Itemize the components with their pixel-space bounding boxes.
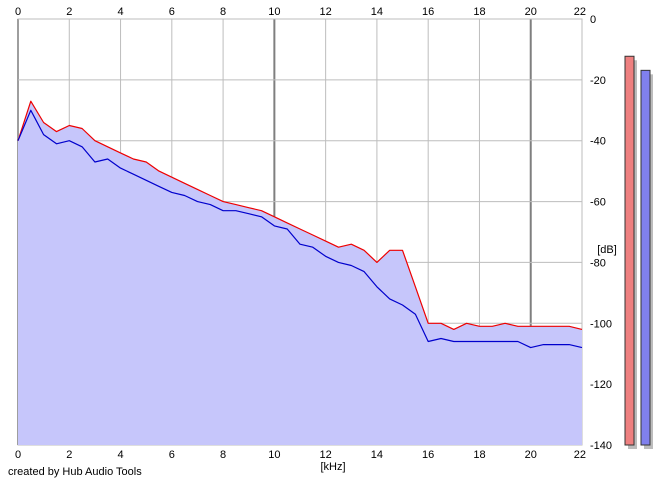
x-tick-label-top: 18 bbox=[473, 6, 485, 18]
spectrum-line bbox=[17, 100, 583, 330]
level-meter-right bbox=[640, 69, 651, 446]
y-tick-label: -120 bbox=[590, 379, 612, 391]
series-layer bbox=[17, 100, 583, 349]
y-tick-label: -40 bbox=[590, 136, 606, 148]
x-tick-label-bottom: 2 bbox=[66, 449, 72, 461]
x-tick-label-top: 2 bbox=[66, 6, 72, 18]
x-tick-label-top: 6 bbox=[169, 6, 175, 18]
spectrum-fill-layer bbox=[18, 101, 582, 446]
spectrum-line bbox=[17, 109, 583, 349]
spectrum-fill bbox=[18, 101, 582, 446]
level-meters bbox=[624, 55, 653, 449]
x-tick-label-bottom: 18 bbox=[473, 449, 485, 461]
x-tick-label-bottom: 0 bbox=[15, 449, 21, 461]
x-tick-label-bottom: 10 bbox=[268, 449, 280, 461]
level-meter-left bbox=[624, 55, 635, 446]
x-tick-label-top: 10 bbox=[268, 6, 280, 18]
x-tick-label-top: 12 bbox=[320, 6, 332, 18]
x-tick-label-top: 8 bbox=[220, 6, 226, 18]
y-axis-label: [dB] bbox=[597, 244, 617, 256]
x-tick-label-bottom: 4 bbox=[117, 449, 123, 461]
x-axis-label: [kHz] bbox=[320, 461, 345, 473]
y-tick-label: 0 bbox=[590, 14, 596, 26]
x-tick-label-top: 22 bbox=[574, 6, 586, 18]
y-tick-label: -20 bbox=[590, 75, 606, 87]
tick-labels: 002244668810101212141416161818202022220-… bbox=[15, 6, 612, 461]
y-tick-label: -140 bbox=[590, 440, 612, 452]
x-tick-label-top: 14 bbox=[371, 6, 383, 18]
x-tick-label-top: 4 bbox=[117, 6, 123, 18]
y-tick-label: -60 bbox=[590, 197, 606, 209]
credit-text: created by Hub Audio Tools bbox=[8, 466, 142, 478]
x-tick-label-bottom: 22 bbox=[574, 449, 586, 461]
x-tick-label-bottom: 6 bbox=[169, 449, 175, 461]
x-tick-label-top: 20 bbox=[525, 6, 537, 18]
x-tick-label-bottom: 8 bbox=[220, 449, 226, 461]
x-tick-label-bottom: 12 bbox=[320, 449, 332, 461]
x-tick-label-bottom: 14 bbox=[371, 449, 383, 461]
y-tick-label: -100 bbox=[590, 318, 612, 330]
x-tick-label-top: 16 bbox=[422, 6, 434, 18]
x-tick-label-bottom: 16 bbox=[422, 449, 434, 461]
x-tick-label-top: 0 bbox=[15, 6, 21, 18]
y-tick-label: -80 bbox=[590, 257, 606, 269]
x-tick-label-bottom: 20 bbox=[525, 449, 537, 461]
